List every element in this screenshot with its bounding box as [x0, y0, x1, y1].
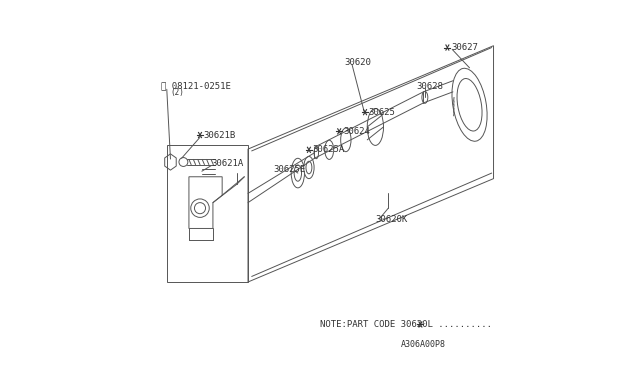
Text: 30625A: 30625A — [312, 145, 345, 154]
Text: A306A00P8: A306A00P8 — [401, 340, 446, 349]
Text: 30621A: 30621A — [211, 159, 243, 169]
Text: 30628: 30628 — [417, 82, 444, 91]
Text: 30620: 30620 — [344, 58, 371, 67]
Ellipse shape — [452, 68, 487, 141]
Text: 30620K: 30620K — [376, 215, 408, 224]
Text: 30621B: 30621B — [204, 131, 236, 140]
Text: Ⓑ 08121-0251E: Ⓑ 08121-0251E — [161, 82, 231, 91]
Ellipse shape — [367, 109, 383, 145]
Text: 30625: 30625 — [369, 108, 396, 117]
Ellipse shape — [304, 157, 314, 179]
Ellipse shape — [340, 128, 351, 152]
Text: 30627: 30627 — [451, 43, 478, 52]
Text: NOTE:PART CODE 30620L ..........: NOTE:PART CODE 30620L .......... — [320, 320, 492, 329]
Ellipse shape — [291, 158, 305, 188]
Text: 30624: 30624 — [343, 127, 370, 136]
Ellipse shape — [324, 140, 333, 160]
Text: (2): (2) — [170, 89, 184, 97]
Text: 30625E: 30625E — [274, 164, 306, 173]
Ellipse shape — [179, 158, 188, 166]
